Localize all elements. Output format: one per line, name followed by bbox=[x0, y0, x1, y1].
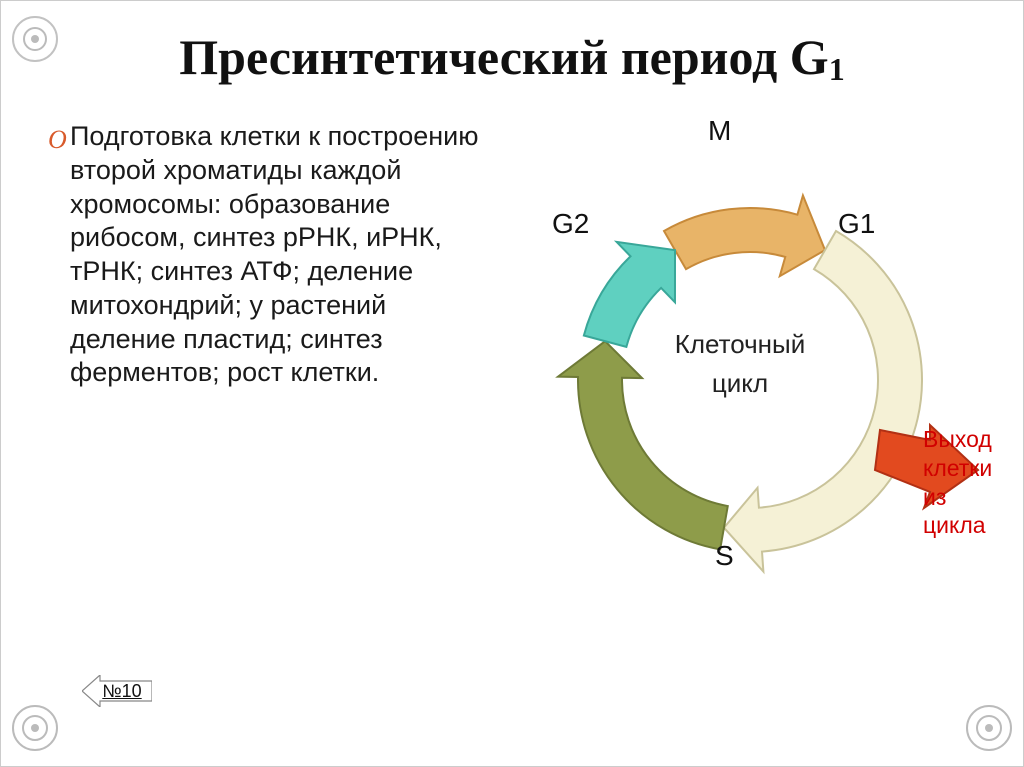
exit-line1: Выход bbox=[923, 426, 992, 452]
exit-line2: клетки bbox=[923, 455, 992, 481]
slide: Пресинтетический период G1 O Подготовка … bbox=[0, 0, 1024, 767]
corner-ring-icon bbox=[12, 705, 58, 751]
title-text: Пресинтетический период G bbox=[179, 29, 828, 85]
slide-number-text: №10 bbox=[92, 681, 141, 702]
corner-ring-icon bbox=[966, 705, 1012, 751]
phase-label-g1: G1 bbox=[838, 208, 875, 240]
exit-label: Выход клетки из цикла bbox=[923, 425, 1023, 540]
title-subscript: 1 bbox=[829, 51, 845, 87]
slide-title: Пресинтетический период G1 bbox=[0, 28, 1024, 86]
exit-line4: цикла bbox=[923, 512, 986, 538]
center-line2: цикл bbox=[712, 368, 768, 398]
slide-number-badge[interactable]: №10 bbox=[82, 675, 152, 707]
cycle-segment bbox=[664, 195, 825, 276]
phase-label-s: S bbox=[715, 540, 734, 572]
exit-line3: из bbox=[923, 484, 946, 510]
body-paragraph: O Подготовка клетки к построению второй … bbox=[70, 120, 490, 390]
phase-label-g2: G2 bbox=[552, 208, 589, 240]
body-text-content: Подготовка клетки к построению второй хр… bbox=[70, 121, 478, 387]
phase-label-m: M bbox=[708, 115, 731, 147]
cycle-center-label: Клеточный цикл bbox=[630, 325, 850, 403]
center-line1: Клеточный bbox=[675, 329, 806, 359]
bullet-icon: O bbox=[48, 124, 67, 157]
